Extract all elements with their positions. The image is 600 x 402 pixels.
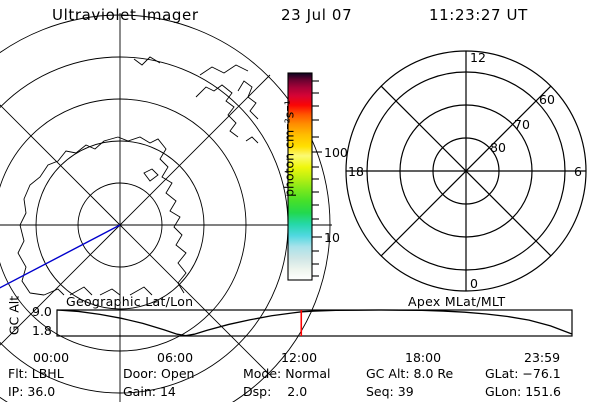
status-ip: IP: 36.0: [8, 384, 55, 399]
geographic-plot-caption: Geographic Lat/Lon: [66, 294, 194, 309]
status-dsp-value: 2.0: [287, 384, 308, 399]
status-gain-key: Gain:: [123, 384, 156, 399]
mlt-plot-svg: 12 6 0 18 80 70 60: [345, 50, 587, 292]
status-mode-key: Mode:: [243, 366, 282, 381]
colorbar-axis-label: photon cm⁻²s⁻¹: [281, 100, 297, 197]
status-door: Door: Open: [123, 366, 194, 381]
time-tick-3: 18:00: [405, 350, 442, 365]
terminator-line: [0, 224, 121, 289]
geo-coastline: [17, 136, 187, 296]
status-row-2: IP: 36.0 Gain: 14 Dsp: 2.0 Seq: 39 GLon:…: [0, 384, 600, 402]
geo-island-outlines: [133, 56, 259, 144]
colorbar-svg: [287, 72, 322, 281]
mlat-label-70: 70: [514, 117, 530, 132]
observation-date: 23 Jul 07: [281, 6, 353, 24]
geographic-plot-svg: [0, 13, 332, 402]
time-tick-4: 23:59: [524, 350, 561, 365]
mlt-label-0: 0: [470, 276, 478, 291]
status-mode-value: Normal: [285, 366, 331, 381]
colorbar-gradient: [287, 72, 313, 281]
geo-longitude-grid: [0, 13, 332, 402]
status-gc-alt: GC Alt: 8.0 Re: [366, 366, 453, 381]
status-glat: GLat: −76.1: [485, 366, 561, 381]
mlt-label-6: 6: [574, 164, 582, 179]
status-flight-key: Flt:: [8, 366, 28, 381]
mlat-label-60: 60: [539, 92, 555, 107]
status-flight: Flt: LBHL: [8, 366, 64, 381]
status-ip-value: 36.0: [27, 384, 56, 399]
colorbar-panel: photon cm⁻²s⁻¹ 100 10: [262, 45, 348, 295]
header: Ultraviolet Imager 23 Jul 07 11:23:27 UT: [0, 6, 600, 30]
mlt-plot-caption: Apex MLat/MLT: [408, 294, 506, 309]
status-glon-key: GLon:: [485, 384, 522, 399]
status-panel: Flt: LBHL Door: Open Mode: Normal GC Alt…: [0, 352, 600, 400]
status-mode: Mode: Normal: [243, 366, 331, 381]
status-gain: Gain: 14: [123, 384, 176, 399]
time-tick-2: 12:00: [281, 350, 318, 365]
status-seq-key: Seq:: [366, 384, 394, 399]
colorbar-ticks: [312, 80, 322, 277]
colorbar-tick-10: 10: [324, 230, 340, 245]
status-seq: Seq: 39: [366, 384, 414, 399]
mlat-label-80: 80: [490, 140, 506, 155]
status-gain-value: 14: [159, 384, 176, 399]
mlt-label-12: 12: [470, 50, 486, 65]
mlt-hour-labels: 12 6 0 18: [348, 50, 582, 291]
status-door-value: Open: [161, 366, 195, 381]
gc-alt-svg: [56, 309, 573, 337]
status-glon-value: 151.6: [525, 384, 561, 399]
colorbar-tick-100: 100: [324, 145, 348, 160]
status-seq-value: 39: [397, 384, 414, 399]
gc-alt-ytick-min: 1.8: [32, 323, 52, 338]
status-row-1: Flt: LBHL Door: Open Mode: Normal GC Alt…: [0, 366, 600, 384]
status-glat-key: GLat:: [485, 366, 519, 381]
status-dsp-key: Dsp:: [243, 384, 272, 399]
status-glon: GLon: 151.6: [485, 384, 561, 399]
status-gc-alt-key: GC Alt:: [366, 366, 410, 381]
gc-alt-ytick-max: 9.0: [32, 304, 52, 319]
status-glat-value: −76.1: [522, 366, 561, 381]
observation-time: 11:23:27 UT: [429, 6, 528, 24]
status-dsp: Dsp: 2.0: [243, 384, 307, 399]
geographic-plot[interactable]: Geographic Lat/Lon: [0, 13, 332, 402]
gc-alt-timeseries[interactable]: GC Alt 9.0 1.8: [0, 292, 600, 348]
gc-alt-trace: [56, 309, 572, 337]
status-gc-alt-value: 8.0 Re: [413, 366, 454, 381]
status-flight-value: LBHL: [31, 366, 64, 381]
gc-alt-frame: [56, 309, 573, 337]
mlat-ring-labels: 80 70 60: [490, 92, 555, 155]
mlt-plot[interactable]: 12 6 0 18 80 70 60 Apex MLat/MLT: [334, 45, 600, 309]
mlt-spokes: [346, 51, 586, 291]
status-ip-key: IP:: [8, 384, 24, 399]
time-tick-1: 06:00: [157, 350, 194, 365]
gc-alt-axis-label: GC Alt: [6, 295, 22, 336]
time-tick-0: 00:00: [33, 350, 70, 365]
mlt-label-18: 18: [348, 164, 364, 179]
status-door-key: Door:: [123, 366, 158, 381]
